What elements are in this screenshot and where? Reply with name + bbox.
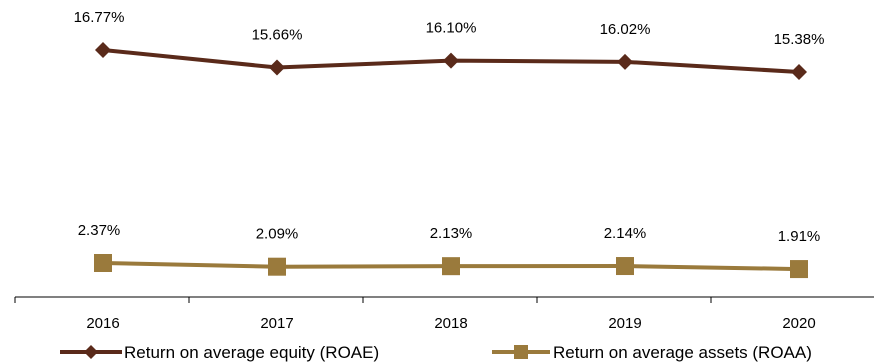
data-point	[616, 257, 634, 276]
data-point	[95, 42, 111, 58]
data-point	[94, 254, 112, 272]
x-axis: 2016 2017 2018 2019 2020	[14, 296, 874, 332]
legend-marker	[84, 345, 98, 359]
data-label: 2.14%	[604, 225, 647, 242]
data-point	[443, 52, 459, 69]
series-roaa: 2.37% 2.09% 2.13% 2.14% 1.91%	[78, 222, 821, 279]
x-tick-label: 2017	[260, 315, 293, 332]
data-point	[790, 260, 808, 279]
data-label: 16.10%	[426, 20, 477, 37]
data-label: 2.13%	[430, 225, 473, 242]
data-point	[791, 63, 807, 80]
x-tick-label: 2016	[86, 315, 119, 332]
data-label: 1.91%	[778, 228, 821, 245]
plot-area: 16.77% 15.66% 16.10% 16.02% 15.38% 2.37% 2.09%…	[74, 9, 825, 279]
data-point	[269, 59, 285, 76]
data-label: 2.37%	[78, 222, 121, 239]
legend: Return on average equity (ROAE) Return on…	[60, 343, 812, 362]
legend-label: Return on average equity (ROAE)	[124, 343, 379, 362]
legend-item-roae: Return on average equity (ROAE)	[60, 343, 379, 362]
series-roae: 16.77% 15.66% 16.10% 16.02% 15.38%	[74, 9, 825, 80]
data-point	[268, 257, 286, 276]
data-point	[617, 53, 633, 70]
legend-marker	[514, 345, 528, 359]
data-label: 15.66%	[252, 27, 303, 44]
data-label: 16.02%	[600, 21, 651, 38]
data-label: 15.38%	[774, 31, 825, 48]
data-point	[442, 257, 460, 276]
data-label: 2.09%	[256, 226, 299, 243]
x-tick-label: 2019	[608, 315, 641, 332]
legend-item-roaa: Return on average assets (ROAA)	[492, 343, 812, 362]
x-tick-label: 2020	[782, 315, 815, 332]
data-label: 16.77%	[74, 9, 125, 26]
x-tick-label: 2018	[434, 315, 467, 332]
legend-label: Return on average assets (ROAA)	[553, 343, 812, 362]
